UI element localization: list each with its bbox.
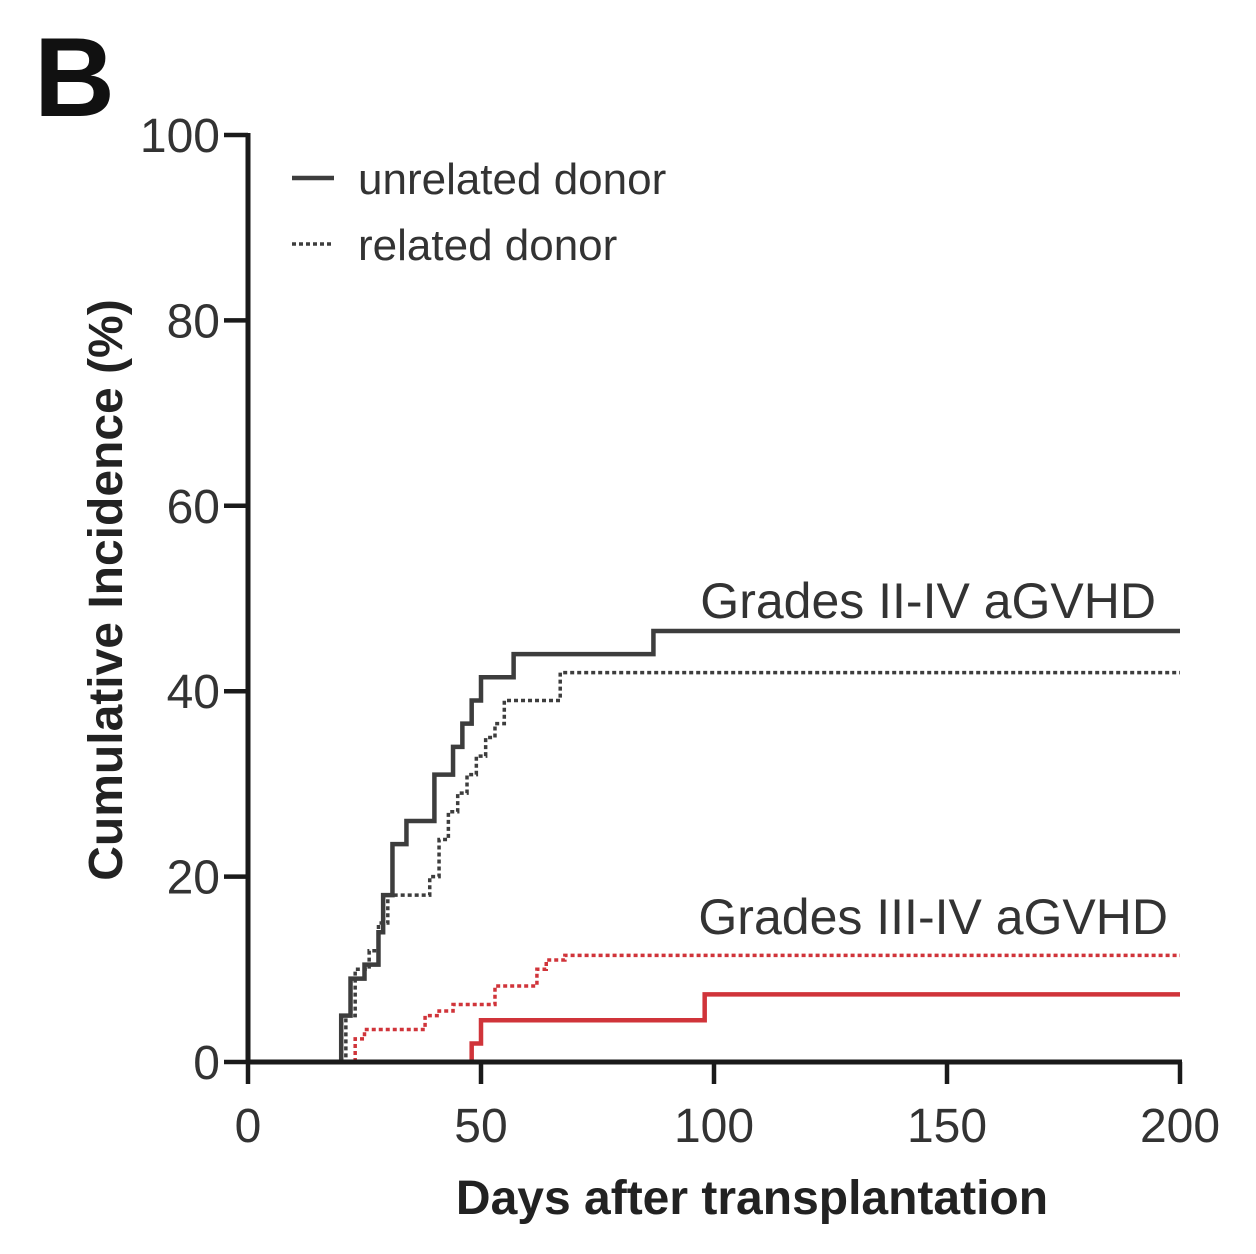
annotation-grades-ii-iv: Grades II-IV aGVHD xyxy=(700,573,1156,629)
axes-layer: 0 20 40 60 80 100 0 50 100 150 200 Days after trans… xyxy=(80,110,1220,1225)
legend-label: unrelated donor xyxy=(358,155,666,204)
x-tick-label: 100 xyxy=(674,1100,754,1153)
y-tick-label: 100 xyxy=(140,110,220,163)
y-tick-label: 40 xyxy=(167,666,220,719)
series-line-grades-iii-iv-unrelated xyxy=(462,992,1180,1065)
x-tick-label: 150 xyxy=(907,1100,987,1153)
annotation-grades-iii-iv: Grades III-IV aGVHD xyxy=(698,889,1168,945)
y-tick-label: 60 xyxy=(167,481,220,534)
annotations: Grades II-IV aGVHD Grades III-IV aGVHD xyxy=(698,573,1168,945)
x-axis-title: Days after transplantation xyxy=(456,1172,1048,1225)
series-line-grades-ii-iv-unrelated xyxy=(331,628,1180,1065)
legend: unrelated donor related donor xyxy=(292,155,666,270)
series-line-grades-iii-iv-related xyxy=(341,953,1180,1064)
legend-label: related donor xyxy=(358,221,617,270)
y-tick-label: 0 xyxy=(193,1037,220,1090)
series-layer xyxy=(331,628,1180,1065)
x-tick-label: 50 xyxy=(454,1100,507,1153)
y-tick-label: 80 xyxy=(167,295,220,348)
panel-letter: B xyxy=(34,15,115,140)
y-axis-title: Cumulative Incidence (%) xyxy=(80,299,133,880)
x-tick-label: 200 xyxy=(1140,1100,1220,1153)
series-line-grades-ii-iv-related xyxy=(336,670,1180,1064)
x-tick-label: 0 xyxy=(235,1100,262,1153)
y-tick-label: 20 xyxy=(167,852,220,905)
